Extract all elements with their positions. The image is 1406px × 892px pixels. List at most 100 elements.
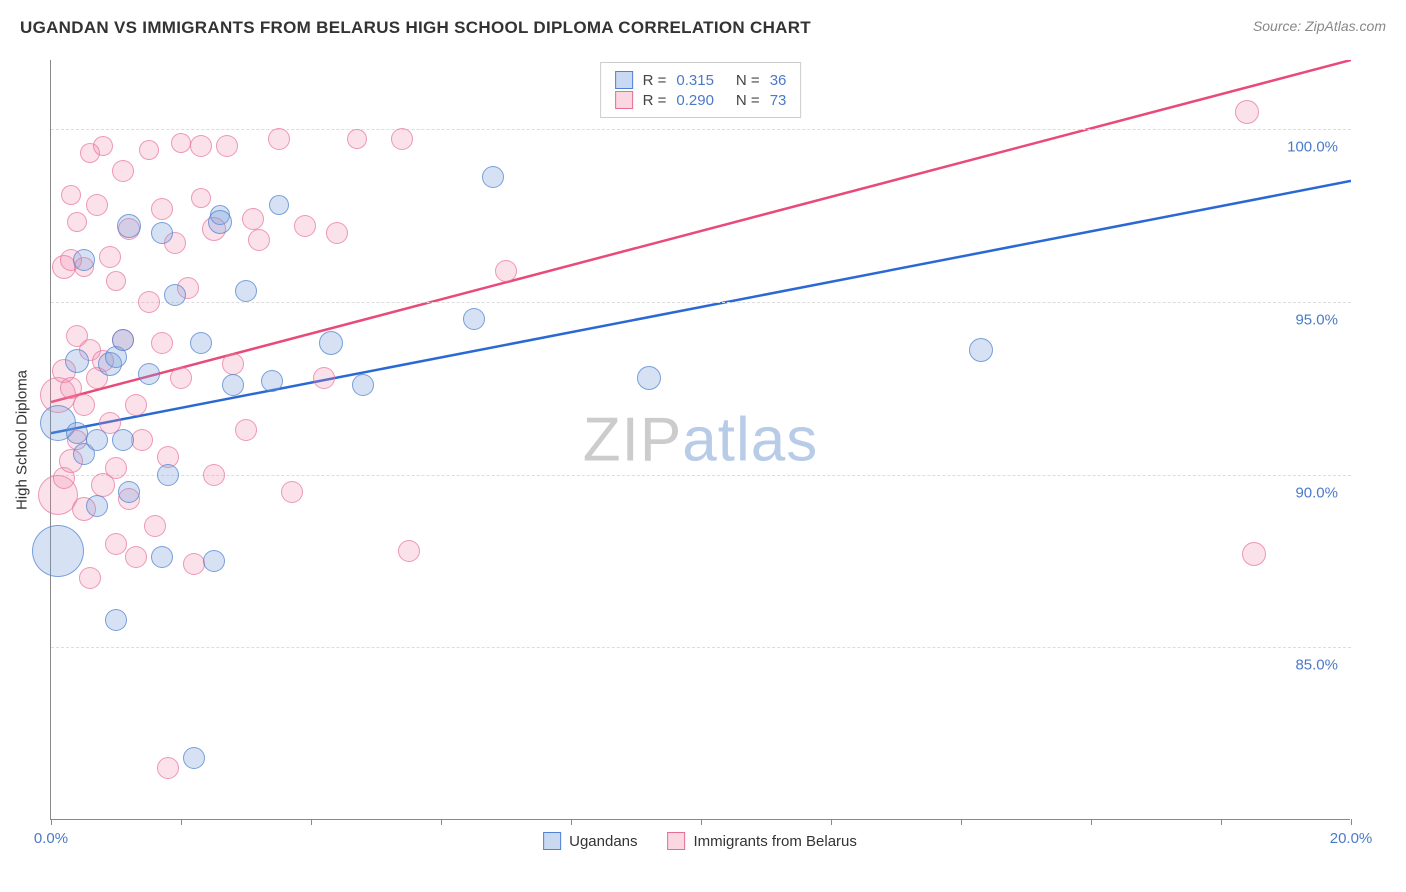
data-point — [190, 135, 212, 157]
data-point — [482, 166, 504, 188]
n-label: N = — [736, 72, 760, 89]
data-point — [190, 332, 212, 354]
data-point — [157, 757, 179, 779]
chart-title: UGANDAN VS IMMIGRANTS FROM BELARUS HIGH … — [20, 18, 811, 38]
source-name: ZipAtlas.com — [1305, 18, 1386, 34]
r-value-ugandans: 0.315 — [676, 72, 714, 89]
data-point — [151, 332, 173, 354]
data-point — [164, 284, 186, 306]
series-legend: Ugandans Immigrants from Belarus — [543, 832, 857, 850]
data-point — [112, 429, 134, 451]
data-point — [125, 394, 147, 416]
data-point — [112, 329, 134, 351]
data-point — [203, 464, 225, 486]
data-point — [463, 308, 485, 330]
data-point — [105, 609, 127, 631]
swatch-blue — [543, 832, 561, 850]
data-point — [294, 215, 316, 237]
x-tick — [441, 819, 442, 825]
data-point — [268, 128, 290, 150]
y-tick-label: 90.0% — [1295, 484, 1338, 501]
data-point — [242, 208, 264, 230]
legend-label-belarus: Immigrants from Belarus — [694, 833, 857, 850]
watermark: ZIPatlas — [583, 404, 818, 475]
swatch-blue — [615, 71, 633, 89]
data-point — [86, 194, 108, 216]
legend-row-belarus: R = 0.290 N = 73 — [615, 91, 787, 109]
data-point — [313, 367, 335, 389]
x-tick — [831, 819, 832, 825]
data-point — [183, 747, 205, 769]
correlation-legend: R = 0.315 N = 36 R = 0.290 N = 73 — [600, 62, 802, 118]
data-point — [261, 370, 283, 392]
data-point — [222, 374, 244, 396]
r-value-belarus: 0.290 — [676, 92, 714, 109]
data-point — [144, 515, 166, 537]
x-tick — [1221, 819, 1222, 825]
data-point — [32, 525, 84, 577]
data-point — [216, 135, 238, 157]
legend-label-ugandans: Ugandans — [569, 833, 637, 850]
chart-area: ZIPatlas R = 0.315 N = 36 R = 0.290 N = … — [50, 60, 1350, 820]
x-tick — [311, 819, 312, 825]
data-point — [131, 429, 153, 451]
data-point — [281, 481, 303, 503]
data-point — [86, 429, 108, 451]
y-tick-label: 100.0% — [1287, 139, 1338, 156]
data-point — [73, 249, 95, 271]
data-point — [398, 540, 420, 562]
x-tick — [571, 819, 572, 825]
data-point — [235, 280, 257, 302]
data-point — [151, 222, 173, 244]
x-tick — [51, 819, 52, 825]
watermark-zip: ZIP — [583, 405, 682, 474]
legend-row-ugandans: R = 0.315 N = 36 — [615, 71, 787, 89]
data-point — [391, 128, 413, 150]
data-point — [248, 229, 270, 251]
data-point — [61, 185, 81, 205]
data-point — [86, 495, 108, 517]
data-point — [203, 550, 225, 572]
data-point — [79, 567, 101, 589]
data-point — [99, 246, 121, 268]
data-point — [151, 198, 173, 220]
watermark-atlas: atlas — [682, 405, 818, 474]
data-point — [1242, 542, 1266, 566]
x-tick — [181, 819, 182, 825]
gridline — [51, 475, 1351, 476]
n-value-belarus: 73 — [770, 92, 787, 109]
data-point — [105, 533, 127, 555]
data-point — [65, 349, 89, 373]
data-point — [118, 481, 140, 503]
x-tick — [961, 819, 962, 825]
data-point — [191, 188, 211, 208]
data-point — [1235, 100, 1259, 124]
swatch-pink — [668, 832, 686, 850]
data-point — [67, 212, 87, 232]
source-attribution: Source: ZipAtlas.com — [1253, 18, 1386, 34]
data-point — [235, 419, 257, 441]
data-point — [347, 129, 367, 149]
data-point — [326, 222, 348, 244]
data-point — [106, 271, 126, 291]
data-point — [183, 553, 205, 575]
gridline — [51, 129, 1351, 130]
r-label: R = — [643, 72, 667, 89]
data-point — [352, 374, 374, 396]
scatter-plot: ZIPatlas R = 0.315 N = 36 R = 0.290 N = … — [50, 60, 1350, 820]
data-point — [495, 260, 517, 282]
n-value-ugandans: 36 — [770, 72, 787, 89]
x-tick — [701, 819, 702, 825]
data-point — [969, 338, 993, 362]
data-point — [208, 210, 232, 234]
data-point — [138, 291, 160, 313]
data-point — [222, 353, 244, 375]
r-label: R = — [643, 92, 667, 109]
data-point — [112, 160, 134, 182]
data-point — [125, 546, 147, 568]
data-point — [138, 363, 160, 385]
data-point — [151, 546, 173, 568]
data-point — [171, 133, 191, 153]
x-tick — [1351, 819, 1352, 825]
legend-item-ugandans: Ugandans — [543, 832, 637, 850]
